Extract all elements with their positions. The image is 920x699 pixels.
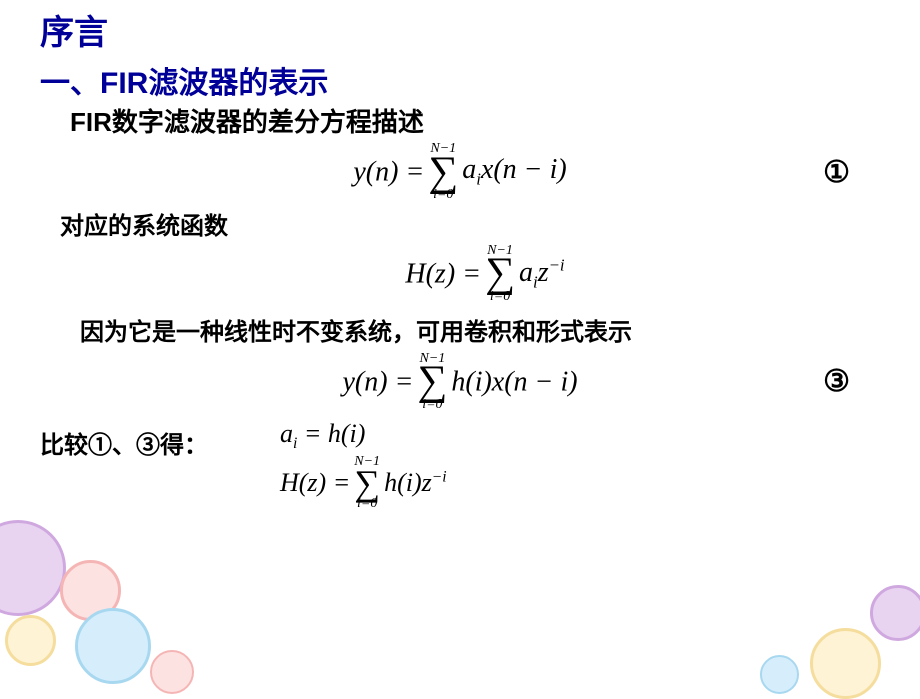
equation-1: y(n) = N−1 ∑ i=0 aix(n − i) ① [40,143,880,202]
decorative-bubble [0,520,66,616]
decorative-bubble [75,608,151,684]
eq1-sum: N−1 ∑ i=0 [428,143,458,202]
eq3-sum: N−1 ∑ i=0 [417,353,447,412]
eq2-sum: N−1 ∑ i=0 [485,245,515,304]
label-compare: 比较①、③得： [40,425,260,460]
eq3-marker: ③ [823,364,850,399]
decorative-bubble [5,615,56,666]
decorative-bubble [760,655,799,694]
equation-5: H(z) = N−1 ∑ i=0 h(i)z−i [280,456,447,510]
eq1-lhs: y(n) = [353,156,424,187]
equation-4: ai = h(i) [280,421,447,452]
decorative-bubble [810,628,881,699]
section-heading: 一、FIR滤波器的表示 [40,58,880,102]
eq3-lhs: y(n) = [342,366,413,397]
eq5-sum: N−1 ∑ i=0 [354,456,380,510]
label-system-func: 对应的系统函数 [60,206,880,241]
equation-2: H(z) = N−1 ∑ i=0 aiz−i [40,245,880,304]
label-convolution: 因为它是一种线性时不变系统，可用卷积和形式表示 [80,312,880,347]
decorative-bubble [870,585,920,641]
page-title: 序言 [40,5,880,54]
eq1-marker: ① [823,155,850,190]
eq2-lhs: H(z) = [405,258,481,289]
decorative-bubble [150,650,194,694]
equation-3: y(n) = N−1 ∑ i=0 h(i)x(n − i) ③ [40,353,880,412]
subheading-diff-eq: FIR数字滤波器的差分方程描述 [70,102,880,139]
